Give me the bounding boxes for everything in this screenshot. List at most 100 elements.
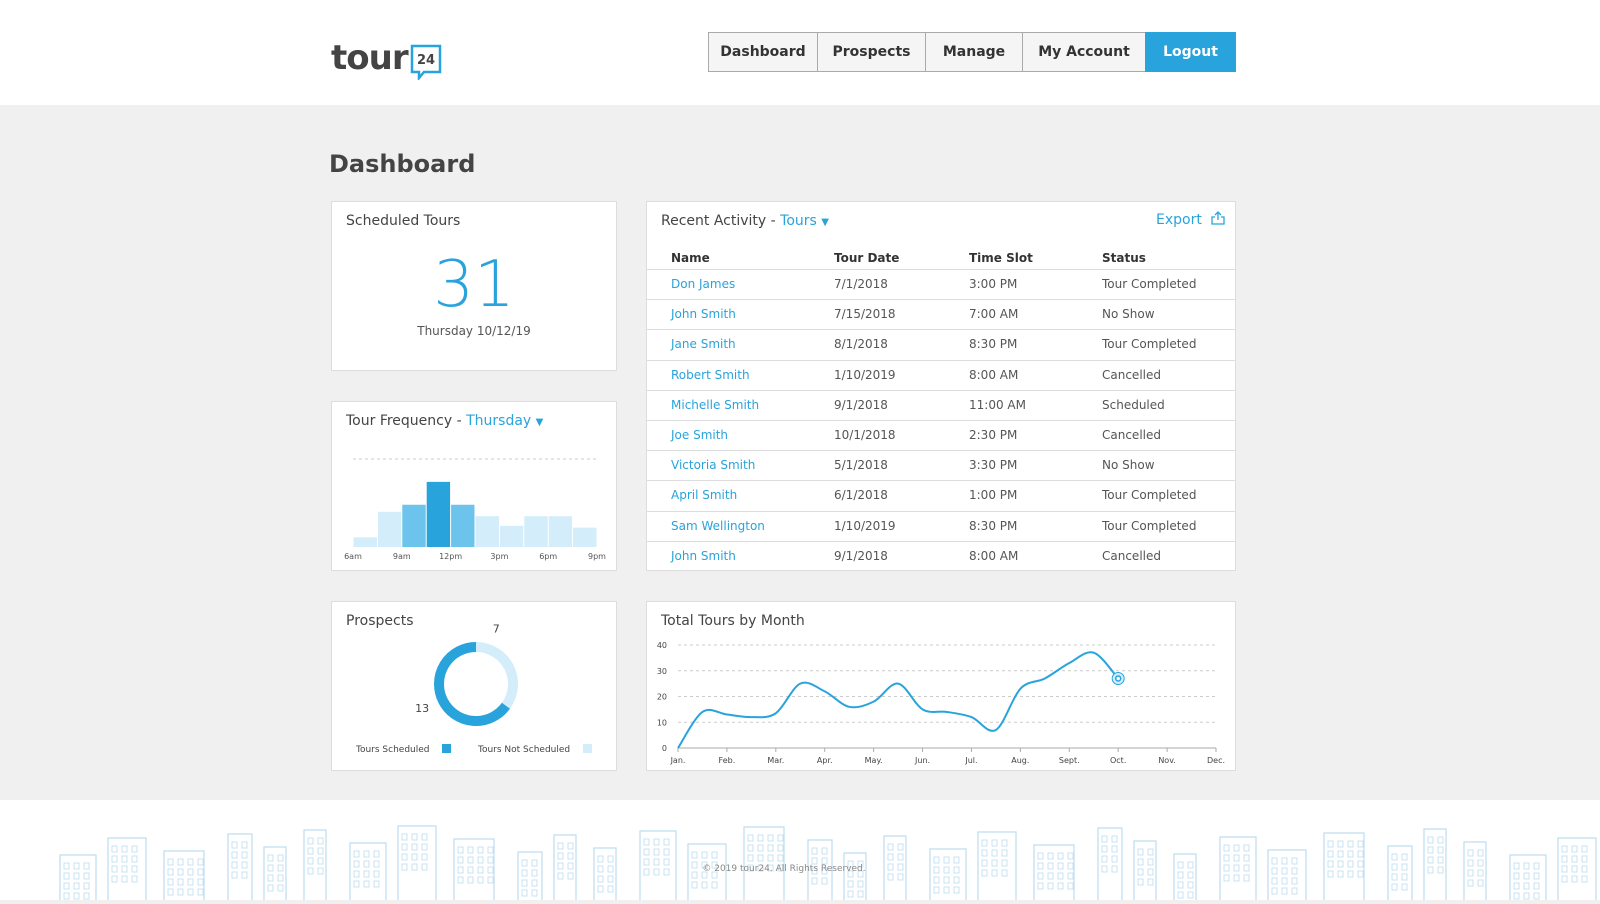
building-window — [777, 864, 784, 872]
building-window — [421, 833, 428, 841]
table-cell: Scheduled — [1102, 397, 1165, 412]
building-window — [757, 854, 764, 862]
building-window — [1337, 870, 1344, 878]
building-window — [1427, 846, 1434, 854]
building-window — [857, 860, 864, 868]
building-window — [363, 860, 370, 868]
building-window — [1391, 853, 1398, 861]
building-window — [897, 843, 904, 851]
building-window — [373, 850, 380, 858]
building-window — [567, 842, 574, 850]
building-window — [981, 869, 988, 877]
building-window — [373, 860, 380, 868]
scheduled-card: Scheduled Tours 31 Thursday 10/12/19 — [331, 201, 617, 371]
building-window — [1337, 850, 1344, 858]
y-tick-label: 30 — [657, 667, 667, 676]
table-cell: 8/1/2018 — [834, 337, 888, 352]
filter[interactable]: Thursday — [466, 413, 532, 429]
building-window — [767, 844, 774, 852]
building-window — [953, 876, 960, 884]
table-cell: Tour Completed — [1102, 488, 1197, 503]
building-window — [701, 861, 708, 869]
prospect-link[interactable]: John Smith — [671, 548, 736, 563]
building-window — [1281, 867, 1288, 875]
building-window — [277, 854, 284, 862]
x-tick-label: Jun. — [914, 756, 930, 765]
table-cell: Tour Completed — [1102, 337, 1197, 352]
building-window — [887, 843, 894, 851]
building-window — [131, 855, 138, 863]
row-divider — [647, 299, 1235, 301]
building-window — [1347, 870, 1354, 878]
building-window — [73, 882, 80, 890]
building-window — [241, 861, 248, 869]
prospect-link[interactable]: April Smith — [671, 488, 738, 503]
dropdown-caret[interactable]: ▼ — [535, 417, 544, 428]
x-tick-label: May. — [865, 756, 883, 765]
prospect-link[interactable]: John Smith — [671, 307, 736, 322]
nav-button[interactable]: Manage — [925, 32, 1023, 72]
x-tick-label: Jul. — [964, 756, 977, 765]
building-window — [231, 841, 238, 849]
building-window — [307, 837, 314, 845]
building-window — [897, 873, 904, 881]
building-window — [1523, 872, 1530, 880]
nav-button[interactable]: My Account — [1022, 32, 1146, 72]
building-window — [691, 851, 698, 859]
building-window — [373, 880, 380, 888]
building-window — [643, 848, 650, 856]
building-window — [421, 843, 428, 851]
building-window — [557, 872, 564, 880]
building-window — [531, 889, 538, 897]
prospects-chart: 7 13 Tours Scheduled Tours Not Scheduled — [355, 623, 592, 755]
building-window — [1467, 879, 1474, 887]
prospect-link[interactable]: Don James — [671, 277, 736, 291]
building-window — [363, 850, 370, 858]
building-window — [1147, 858, 1154, 866]
building-window — [1243, 864, 1250, 872]
nav-button[interactable]: Prospects — [817, 32, 926, 72]
building-window — [981, 859, 988, 867]
frequency-card: Tour Frequency - Thursday ▼ 6am 9am 12pm 3p… — [331, 401, 617, 571]
donut-segment — [475, 642, 518, 709]
prospect-link[interactable]: Sam Wellington — [671, 518, 765, 533]
export-button[interactable]: Export — [1156, 211, 1226, 228]
logo-bubble — [410, 44, 442, 80]
building-window — [1581, 875, 1588, 883]
building-window — [307, 847, 314, 855]
building-window — [131, 865, 138, 873]
filter[interactable]: Tours — [780, 213, 817, 229]
dropdown-caret[interactable]: ▼ — [821, 217, 829, 228]
building-window — [1561, 855, 1568, 863]
logo[interactable]: tour — [331, 38, 409, 78]
table-cell: Cancelled — [1102, 548, 1161, 563]
prospect-link[interactable]: Jane Smith — [671, 337, 736, 352]
prospect-link[interactable]: Robert Smith — [671, 367, 750, 382]
building-window — [457, 866, 464, 874]
building-window — [711, 881, 718, 889]
building-window — [1271, 857, 1278, 865]
bar — [548, 516, 573, 547]
building-window — [991, 839, 998, 847]
prospect-link[interactable]: Joe Smith — [671, 428, 729, 442]
export-text: Export — [1156, 212, 1202, 228]
building-window — [1177, 891, 1184, 899]
nav-button[interactable]: Dashboard — [708, 32, 818, 72]
prospect-link[interactable]: Victoria Smith — [671, 458, 756, 473]
legend-swatch — [583, 744, 592, 753]
building-window — [1057, 882, 1064, 890]
building-window — [1391, 863, 1398, 871]
building-window — [1037, 872, 1044, 880]
building-window — [691, 861, 698, 869]
nav-button[interactable]: Logout — [1145, 32, 1236, 72]
building-window — [277, 874, 284, 882]
building-window — [747, 854, 754, 862]
table-cell: No Show — [1102, 458, 1155, 473]
building-window — [197, 868, 204, 876]
building-window — [1581, 865, 1588, 873]
building-window — [767, 864, 774, 872]
table-cell: 8:30 PM — [969, 337, 1018, 352]
prospect-link[interactable]: Michelle Smith — [671, 397, 760, 412]
x-tick-label: Mar. — [767, 756, 784, 765]
